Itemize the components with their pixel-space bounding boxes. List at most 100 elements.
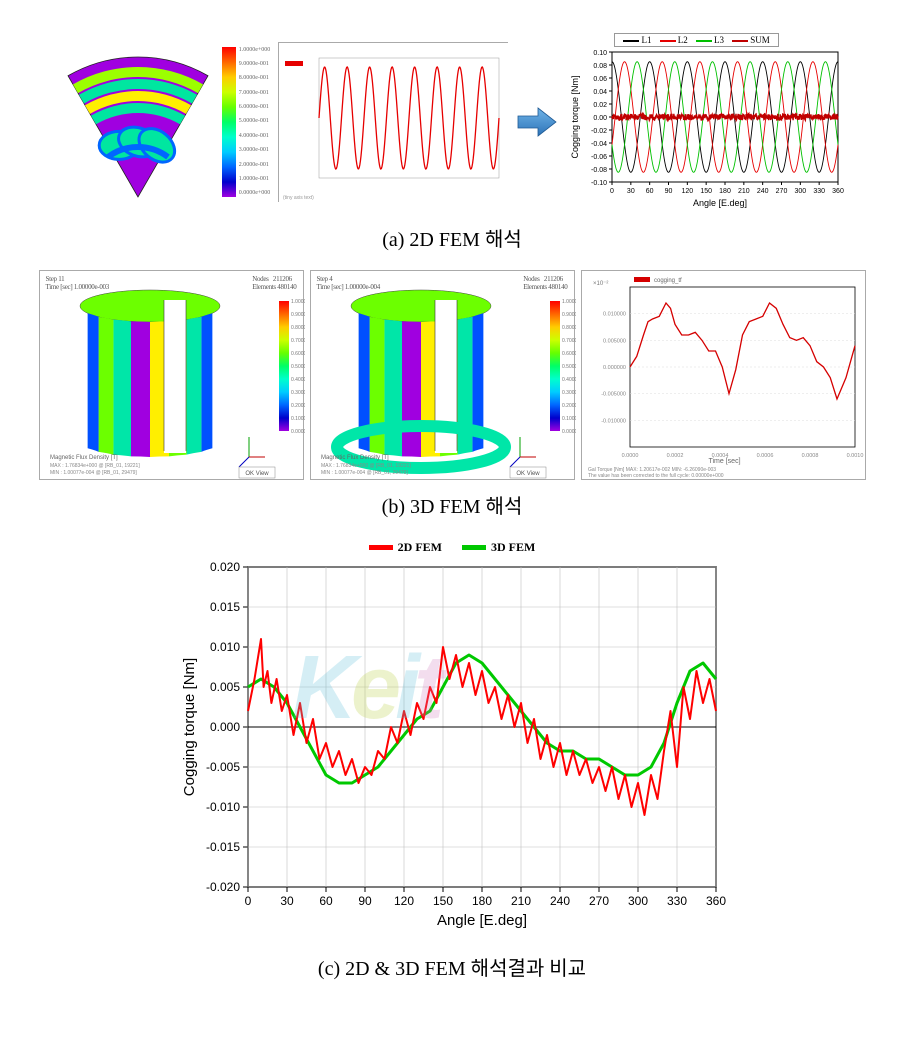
- svg-text:360: 360: [832, 188, 844, 195]
- cyl-fem-1-svg: 1.0000e+0000.9000e+0000.8000e+0000.7000e…: [40, 271, 305, 481]
- svg-text:180: 180: [719, 188, 731, 195]
- svg-text:-0.015: -0.015: [206, 840, 240, 854]
- svg-text:0: 0: [610, 188, 614, 195]
- svg-text:270: 270: [776, 188, 788, 195]
- svg-text:0.8000e+000: 0.8000e+000: [562, 325, 576, 331]
- svg-text:0.020: 0.020: [210, 560, 240, 574]
- sine-plot-panel: (tiny axis text): [278, 42, 508, 202]
- svg-text:0.0002: 0.0002: [666, 453, 683, 459]
- section-b-row: Step 11Time [sec] 1.00000e-003 Nodes 211…: [25, 270, 879, 480]
- waveform-panel: 0.010000 0.005000 0.000000 -0.005000 -0.0100…: [581, 270, 866, 480]
- svg-text:0.1000e+000: 0.1000e+000: [562, 416, 576, 422]
- svg-text:0.5000e+000: 0.5000e+000: [562, 364, 576, 370]
- svg-text:Magnetic Flux Density [T]: Magnetic Flux Density [T]: [321, 455, 389, 461]
- colorbar-a: 1.0000e+0009.0000e-0018.0000e-0017.0000e…: [222, 47, 271, 197]
- multi-plot-svg: -0.10-0.08-0.06-0.04-0.020.000.020.040.0…: [566, 48, 846, 208]
- svg-text:MAX : 1.76834e+000 @ [RB_01, 1: MAX : 1.76834e+000 @ [RB_01, 19221]: [50, 463, 140, 469]
- svg-text:×10⁻²: ×10⁻²: [593, 281, 608, 287]
- fan-fem-panel: 1.0000e+0009.0000e-0018.0000e-0017.0000e…: [58, 42, 271, 202]
- svg-text:330: 330: [667, 894, 687, 908]
- cyl2-stat-label: Nodes 211206Elements 480140: [523, 275, 567, 291]
- svg-text:-0.010: -0.010: [206, 800, 240, 814]
- svg-text:120: 120: [394, 894, 414, 908]
- cyl2-top-label: Step 4Time [sec] 1.00000e-004: [317, 275, 380, 291]
- svg-text:0.0000e+000: 0.0000e+000: [562, 429, 576, 435]
- svg-text:cogging_tf: cogging_tf: [654, 278, 682, 284]
- svg-text:MIN : 1.00077e-004 @ [RB_01, 2: MIN : 1.00077e-004 @ [RB_01, 29479]: [321, 470, 408, 476]
- svg-text:0.2000e+000: 0.2000e+000: [291, 403, 305, 409]
- svg-text:-0.10: -0.10: [591, 180, 607, 187]
- arrow-icon: [516, 104, 558, 140]
- cyl-fem-1-panel: Step 11Time [sec] 1.00000e-003 Nodes 211…: [39, 270, 304, 480]
- svg-text:0.08: 0.08: [594, 63, 608, 70]
- caption-c: (c) 2D & 3D FEM 해석결과 비교: [25, 952, 879, 981]
- cyl-fem-2-panel: Step 4Time [sec] 1.00000e-004 Nodes 2112…: [310, 270, 575, 480]
- svg-text:0.005000: 0.005000: [603, 338, 626, 344]
- svg-text:1.0000e+000: 1.0000e+000: [291, 299, 305, 305]
- cyl1-stat-label: Nodes 211206Elements 480140: [252, 275, 296, 291]
- svg-text:90: 90: [665, 188, 673, 195]
- svg-text:-0.04: -0.04: [591, 141, 607, 148]
- svg-text:Cogging torque [Nm]: Cogging torque [Nm]: [181, 658, 198, 796]
- multi-plot-legend: L1 L2 L3 SUM: [614, 33, 779, 47]
- svg-text:150: 150: [701, 188, 713, 195]
- svg-text:-0.005: -0.005: [206, 760, 240, 774]
- svg-text:-0.08: -0.08: [591, 167, 607, 174]
- svg-text:Cogging torque [Nm]: Cogging torque [Nm]: [570, 75, 580, 158]
- svg-text:0.4000e+000: 0.4000e+000: [562, 377, 576, 383]
- svg-text:0.015: 0.015: [210, 600, 240, 614]
- svg-text:0.7000e+000: 0.7000e+000: [562, 338, 576, 344]
- cyl1-top-label: Step 11Time [sec] 1.00000e-003: [46, 275, 109, 291]
- svg-text:Angle [E.deg]: Angle [E.deg]: [693, 198, 747, 208]
- svg-text:0.2000e+000: 0.2000e+000: [562, 403, 576, 409]
- svg-text:-0.020: -0.020: [206, 880, 240, 894]
- svg-text:270: 270: [589, 894, 609, 908]
- svg-text:0.3000e+000: 0.3000e+000: [291, 390, 305, 396]
- svg-text:0.6000e+000: 0.6000e+000: [291, 351, 305, 357]
- multi-plot-panel: L1 L2 L3 SUM -0.10-0.08-0.06-0.04-0.020.…: [566, 30, 846, 213]
- chart-c-wrapper: 2D FEM3D FEM -0.020 -0.015 -0.010 -0.005 0.0…: [25, 537, 879, 942]
- svg-text:0.00: 0.00: [594, 115, 608, 122]
- svg-text:30: 30: [627, 188, 635, 195]
- svg-text:240: 240: [757, 188, 769, 195]
- svg-text:210: 210: [738, 188, 750, 195]
- waveform-svg: 0.010000 0.005000 0.000000 -0.005000 -0.0100…: [582, 271, 867, 481]
- cyl-fem-2-svg: 1.0000e+0000.9000e+0000.8000e+0000.7000e…: [311, 271, 576, 481]
- caption-a: (a) 2D FEM 해석: [25, 223, 879, 252]
- section-a-row: 1.0000e+0009.0000e-0018.0000e-0017.0000e…: [25, 30, 879, 213]
- svg-text:0.010: 0.010: [210, 640, 240, 654]
- svg-text:180: 180: [472, 894, 492, 908]
- svg-text:-0.005000: -0.005000: [601, 392, 626, 398]
- legend-item-3d-fem: 3D FEM: [462, 540, 535, 555]
- svg-text:OK View: OK View: [245, 471, 269, 477]
- svg-text:0.3000e+000: 0.3000e+000: [562, 390, 576, 396]
- svg-text:0.6000e+000: 0.6000e+000: [562, 351, 576, 357]
- svg-text:120: 120: [682, 188, 694, 195]
- svg-text:0.8000e+000: 0.8000e+000: [291, 325, 305, 331]
- svg-text:0.04: 0.04: [594, 89, 608, 96]
- chart-c-svg: -0.020-0.015-0.010-0.0050.0000.0050.0100…: [172, 557, 732, 937]
- svg-text:0.0000e+000: 0.0000e+000: [291, 429, 305, 435]
- svg-text:1.0000e+000: 1.0000e+000: [562, 299, 576, 305]
- svg-text:0.10: 0.10: [594, 50, 608, 57]
- svg-text:210: 210: [511, 894, 531, 908]
- svg-text:0.0010: 0.0010: [846, 453, 863, 459]
- svg-text:300: 300: [795, 188, 807, 195]
- legend-c: 2D FEM3D FEM: [25, 537, 879, 555]
- svg-text:0: 0: [245, 894, 252, 908]
- svg-text:0.000: 0.000: [210, 720, 240, 734]
- svg-text:330: 330: [814, 188, 826, 195]
- svg-text:Angle [E.deg]: Angle [E.deg]: [437, 912, 527, 929]
- svg-text:60: 60: [319, 894, 333, 908]
- svg-text:0.5000e+000: 0.5000e+000: [291, 364, 305, 370]
- svg-text:(tiny axis text): (tiny axis text): [283, 195, 314, 201]
- svg-text:0.000000: 0.000000: [603, 365, 626, 371]
- svg-text:0.7000e+000: 0.7000e+000: [291, 338, 305, 344]
- svg-text:-0.010000: -0.010000: [601, 418, 626, 424]
- svg-text:60: 60: [646, 188, 654, 195]
- svg-text:0.0006: 0.0006: [756, 453, 773, 459]
- svg-text:Time [sec]: Time [sec]: [708, 458, 740, 465]
- svg-text:0.4000e+000: 0.4000e+000: [291, 377, 305, 383]
- fan-fem-svg: [58, 42, 218, 202]
- svg-text:0.010000: 0.010000: [603, 312, 626, 318]
